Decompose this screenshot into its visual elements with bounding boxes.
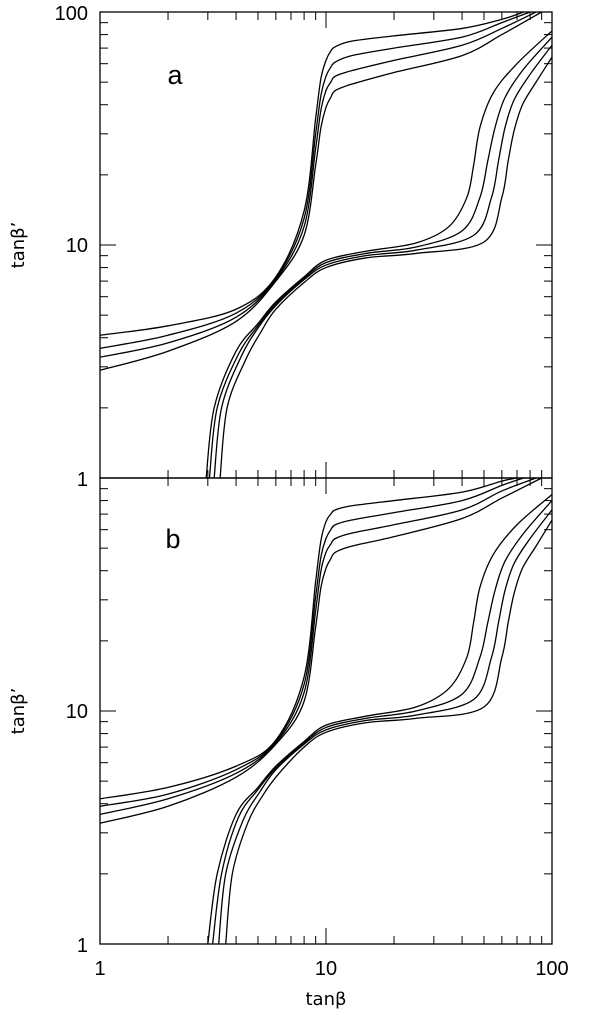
panel-b: 10 1 tanβ’ b [8,477,553,957]
panel-a: 100 10 1 tanβ’ a [8,3,553,491]
panel-a-curve-2 [99,11,531,350]
panel-a-ytick-label-10: 10 [66,235,88,257]
panel-a-ytick-label-1: 1 [77,469,88,491]
panel-b-curve-4 [99,477,542,824]
panel-b-curve-5 [207,493,553,945]
panel-a-curve-7 [213,44,553,479]
panel-b-curve-7 [218,509,553,945]
panel-a-label: a [167,60,183,90]
panel-a-curve-3 [99,11,537,358]
panel-b-curve-1 [99,477,518,800]
panel-a-curve-8 [219,56,553,479]
panel-b-ylabel: tanβ’ [8,688,29,735]
xtick-label-1: 1 [94,958,105,980]
panel-b-curve-6 [211,500,553,945]
xtick-label-100: 100 [535,958,568,980]
panel-b-curve-3 [99,477,537,816]
xtick-label-10: 10 [315,958,337,980]
panel-b-curve-8 [225,519,553,945]
xlabel: tanβ [306,989,347,1010]
panel-b-ytick-label-10: 10 [66,701,88,723]
panel-a-curve-5 [205,30,553,479]
panel-a-curve-1 [99,11,524,336]
panel-a-ylabel: tanβ’ [8,222,29,269]
panel-a-curve-4 [99,11,542,371]
panel-a-curves [99,11,553,479]
panel-a-curve-6 [208,36,553,479]
panel-b-curves [99,477,553,945]
panel-b-ytick-label-1: 1 [77,935,88,957]
panel-b-label: b [165,524,180,554]
panel-b-curve-2 [99,477,524,807]
panel-a-ytick-label-100: 100 [55,3,88,25]
